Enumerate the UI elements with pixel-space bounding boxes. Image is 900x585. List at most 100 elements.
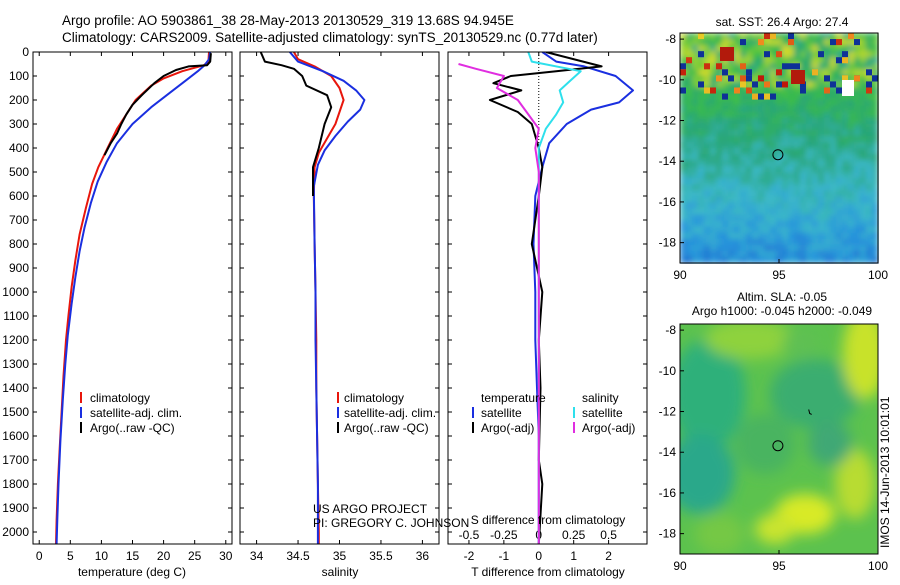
sst-cell xyxy=(860,214,867,222)
sst-cell xyxy=(722,99,729,107)
map-lon-label: 95 xyxy=(772,559,786,573)
sst-cell xyxy=(734,250,741,258)
sst-cell xyxy=(698,123,705,131)
sst-cell xyxy=(692,117,699,125)
sst-cell xyxy=(848,75,855,83)
sst-cell xyxy=(866,178,873,185)
sst-cell xyxy=(710,99,717,107)
sst-cell xyxy=(710,33,717,40)
sst-speck xyxy=(758,39,764,46)
sst-cell xyxy=(848,117,855,125)
sst-cell xyxy=(788,123,795,131)
sst-cell xyxy=(860,178,867,185)
sst-cell xyxy=(752,117,759,125)
series-line-argo-raw-qc- xyxy=(103,53,212,156)
sst-speck xyxy=(818,51,824,58)
sst-cell xyxy=(788,160,795,167)
sst-cell xyxy=(734,111,741,119)
sst-cell xyxy=(740,87,747,95)
map-lat-label: -8 xyxy=(665,323,676,337)
sst-cell xyxy=(824,93,831,101)
sst-cell xyxy=(860,33,867,40)
legend-salinity-title: salinity xyxy=(582,391,619,405)
sst-cell xyxy=(836,75,843,83)
sst-cell xyxy=(716,214,723,222)
sst-cell xyxy=(752,148,759,155)
sst-cell xyxy=(746,202,753,210)
x-tick-label: 0 xyxy=(36,549,43,563)
sst-speck xyxy=(764,93,770,100)
s-difference-tick-label: -0.25 xyxy=(490,528,518,542)
sst-cell xyxy=(818,111,825,119)
sst-cell xyxy=(872,190,879,198)
sst-cell xyxy=(824,129,831,137)
sst-cell xyxy=(752,105,759,113)
sst-cell xyxy=(704,196,711,204)
difference-legend-temperature: temperature satellite Argo(-adj) xyxy=(472,391,546,435)
temperature-panel: 0100200300400500600700800900100011001200… xyxy=(2,45,232,579)
sst-cell xyxy=(872,154,879,161)
sst-cell xyxy=(800,57,807,64)
depth-tick-label: 1300 xyxy=(2,357,29,371)
series-line-climatology xyxy=(293,52,345,544)
sst-cell xyxy=(740,232,747,240)
sst-cell xyxy=(710,190,717,198)
sst-speck xyxy=(788,33,794,40)
salinity-axes-frame xyxy=(239,51,440,545)
sst-cell xyxy=(704,202,711,210)
sst-cell xyxy=(740,214,747,222)
sst-cell xyxy=(776,238,783,246)
sst-cell xyxy=(698,178,705,185)
sst-cell xyxy=(710,51,717,58)
sst-cell xyxy=(812,238,819,246)
sst-cell xyxy=(692,154,699,161)
sst-cell xyxy=(812,111,819,119)
sst-cell xyxy=(746,160,753,167)
sst-cell xyxy=(740,256,747,264)
sst-cell xyxy=(692,57,699,64)
sst-cell xyxy=(698,256,705,264)
sst-cell xyxy=(824,160,831,167)
sst-cell xyxy=(872,184,879,191)
sst-cell xyxy=(710,75,717,83)
sst-cell xyxy=(686,196,693,204)
sst-cell xyxy=(830,244,837,252)
sst-cell xyxy=(776,250,783,258)
sst-cell xyxy=(680,220,687,228)
sst-cell xyxy=(782,33,789,40)
sst-cell xyxy=(824,63,831,70)
sst-cell xyxy=(800,166,807,173)
sst-cell xyxy=(764,220,771,228)
sst-cell xyxy=(872,117,879,125)
sst-cell xyxy=(686,178,693,185)
sst-cell xyxy=(746,33,753,40)
sst-cell xyxy=(800,256,807,264)
sst-cell xyxy=(764,256,771,264)
sst-cell xyxy=(710,184,717,191)
sst-speck xyxy=(836,57,842,64)
map-lat-label: -8 xyxy=(665,32,676,46)
sst-cell xyxy=(698,172,705,179)
sst-cell xyxy=(866,117,873,125)
sst-cell xyxy=(740,244,747,252)
sst-cell xyxy=(836,256,843,264)
sst-cell xyxy=(848,39,855,46)
sst-cell xyxy=(680,160,687,167)
sst-cell xyxy=(824,99,831,107)
sst-cell xyxy=(806,244,813,252)
sst-cell xyxy=(746,172,753,179)
sst-cell xyxy=(752,39,759,46)
sst-cell xyxy=(806,69,813,76)
series-line-temperature-argo-adj- xyxy=(488,52,603,544)
sst-cell xyxy=(704,250,711,258)
sst-cell xyxy=(830,166,837,173)
sst-cell xyxy=(818,87,825,95)
sst-cell xyxy=(746,39,753,46)
sst-cell xyxy=(854,244,861,252)
sst-hot-spot xyxy=(720,47,734,61)
sst-cell xyxy=(728,250,735,258)
sst-cell xyxy=(758,244,765,252)
sst-speck xyxy=(776,69,782,76)
sst-cell xyxy=(854,208,861,216)
sst-speck xyxy=(734,87,740,94)
